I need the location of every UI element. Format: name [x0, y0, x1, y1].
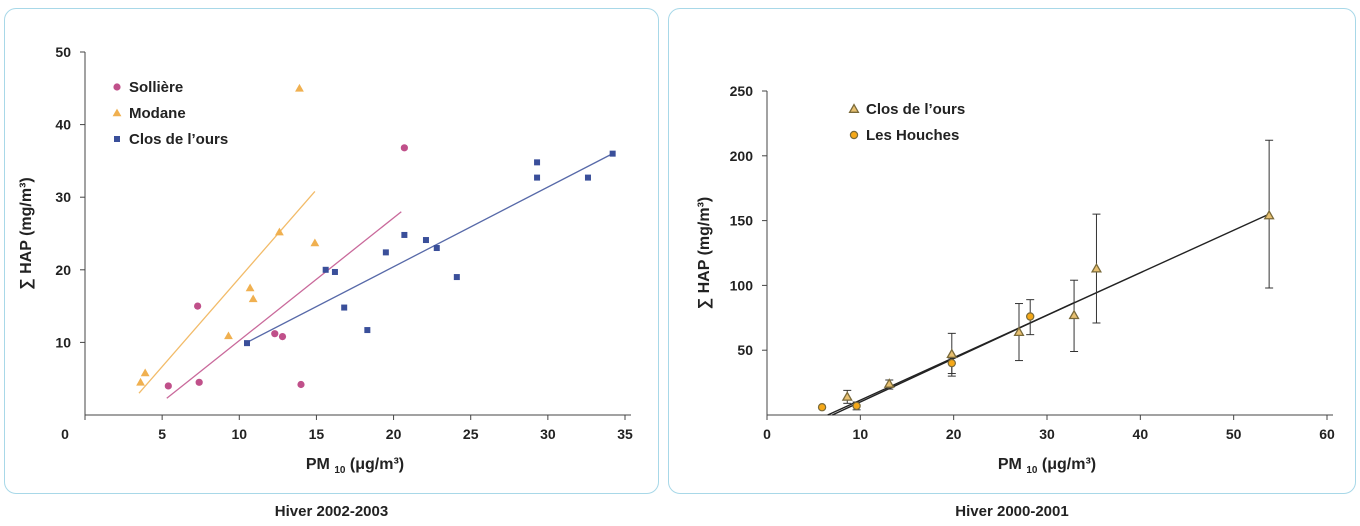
data-point-clos-de-l-ours — [883, 378, 895, 388]
y-tick-label: 150 — [730, 213, 754, 229]
x-tick-label: 10 — [853, 426, 869, 442]
y-tick-label: 100 — [730, 277, 754, 293]
y-tick-label: 200 — [730, 148, 754, 164]
x-axis-label: PM 10 (μg/m³) — [306, 456, 404, 476]
y-tick-label: 250 — [730, 83, 754, 99]
x-tick-label: 0 — [763, 426, 771, 442]
data-point-clos-de-l-ours — [331, 268, 338, 275]
data-point-clos-de-l-ours — [1068, 309, 1080, 320]
x-tick-label: 30 — [540, 426, 556, 442]
legend-label-clos-de-l-ours: Clos de l’ours — [866, 101, 965, 118]
data-point-modane — [275, 227, 284, 236]
data-point-clos-de-l-ours — [1013, 326, 1025, 337]
x-axis-label: PM 10 (μg/m³) — [998, 456, 1096, 476]
data-point-clos-de-l-ours — [322, 266, 329, 273]
legend-label-clos-de-l-ours: Clos de l’ours — [129, 131, 228, 148]
data-point-les-houches — [947, 358, 956, 368]
data-point-solli-re — [194, 302, 202, 310]
x-tick-label: 50 — [1226, 426, 1242, 442]
data-point-clos-de-l-ours — [433, 245, 440, 252]
x-tick-label: 40 — [1133, 426, 1149, 442]
legend-label-les-houches: Les Houches — [866, 127, 959, 144]
trendline-solli-re — [166, 211, 402, 399]
data-point-les-houches — [1026, 312, 1035, 321]
x-tick-label: 10 — [231, 426, 247, 442]
data-point-clos-de-l-ours — [946, 348, 958, 359]
trendline-les-houches — [832, 301, 1076, 416]
y-tick-label: 30 — [55, 189, 71, 205]
x-tick-label: 25 — [463, 426, 479, 442]
data-point-clos-de-l-ours — [364, 327, 371, 334]
data-point-modane — [136, 377, 145, 386]
data-point-modane — [248, 294, 258, 303]
chart-panel-right: 0 10 20 30 40 50 60 50 100 150 200 250 PM 10 (μg/m³)… — [668, 8, 1356, 494]
y-tick-label: 20 — [55, 262, 71, 278]
data-point-clos-de-l-ours — [382, 249, 389, 256]
x-tick-label: 15 — [309, 426, 325, 442]
data-point-modane — [224, 331, 233, 340]
legend-marker-modane — [112, 108, 122, 117]
x-tick-label: 60 — [1319, 426, 1335, 442]
data-point-modane — [295, 83, 304, 92]
data-point-clos-de-l-ours — [534, 159, 541, 166]
data-point-solli-re — [271, 330, 279, 338]
x-tick-label: 5 — [158, 426, 166, 442]
data-point-les-houches — [817, 403, 827, 412]
data-point-clos-de-l-ours — [422, 237, 429, 244]
data-point-solli-re — [278, 332, 287, 341]
x-tick-label: 30 — [1039, 426, 1055, 442]
data-point-modane — [310, 238, 320, 247]
data-point-clos-de-l-ours — [401, 231, 408, 238]
legend-marker-clos-de-l-ours — [848, 103, 860, 113]
legend-marker-solli-re — [113, 83, 121, 91]
data-point-les-houches — [852, 401, 861, 411]
scatter-chart-winter-2002-2003: 0 5 10 15 20 25 30 35 10 20 30 40 50 PM 10 (μg/m³) ∑ H… — [18, 44, 633, 476]
data-point-solli-re — [164, 382, 172, 390]
data-point-clos-de-l-ours — [1090, 262, 1102, 273]
y-tick-label: 10 — [55, 334, 71, 350]
data-point-clos-de-l-ours — [453, 274, 460, 281]
data-point-clos-de-l-ours — [584, 174, 591, 181]
data-point-clos-de-l-ours — [341, 304, 348, 311]
data-point-clos-de-l-ours — [609, 150, 616, 157]
y-tick-label: 40 — [55, 117, 71, 133]
legend-label-modane: Modane — [129, 105, 186, 122]
chart-panel-left: 0 5 10 15 20 25 30 35 10 20 30 40 50 PM 10 (μg/m³) ∑ H… — [4, 8, 659, 494]
x-tick-label: 0 — [61, 426, 69, 442]
data-point-clos-de-l-ours — [534, 174, 541, 181]
legend-label-solli-re: Sollière — [129, 79, 183, 96]
data-point-modane — [245, 283, 255, 292]
data-point-modane — [140, 368, 150, 377]
data-point-solli-re — [400, 144, 408, 152]
legend-marker-clos-de-l-ours — [114, 136, 120, 142]
legend-marker-les-houches — [849, 130, 859, 140]
y-tick-label: 50 — [55, 44, 71, 60]
data-point-clos-de-l-ours — [1263, 209, 1275, 220]
y-tick-label: 50 — [737, 342, 753, 358]
y-axis-label: ∑ HAP (mg/m³) — [696, 197, 713, 309]
x-tick-label: 20 — [946, 426, 962, 442]
scatter-chart-winter-2000-2001: 0 10 20 30 40 50 60 50 100 150 200 250 PM 10 (μg/m³)… — [696, 83, 1335, 476]
y-axis-label: ∑ HAP (mg/m³) — [18, 177, 35, 289]
data-point-solli-re — [297, 380, 305, 389]
x-tick-label: 20 — [386, 426, 402, 442]
trendline-modane — [138, 190, 316, 394]
chart-caption-left: Hiver 2002-2003 — [274, 503, 389, 520]
trendline-clos-de-l-ours — [246, 153, 613, 343]
data-point-clos-de-l-ours — [244, 340, 250, 347]
x-tick-label: 35 — [617, 426, 633, 442]
chart-caption-right: Hiver 2000-2001 — [955, 503, 1069, 520]
data-point-solli-re — [195, 378, 203, 386]
data-point-clos-de-l-ours — [841, 391, 853, 401]
